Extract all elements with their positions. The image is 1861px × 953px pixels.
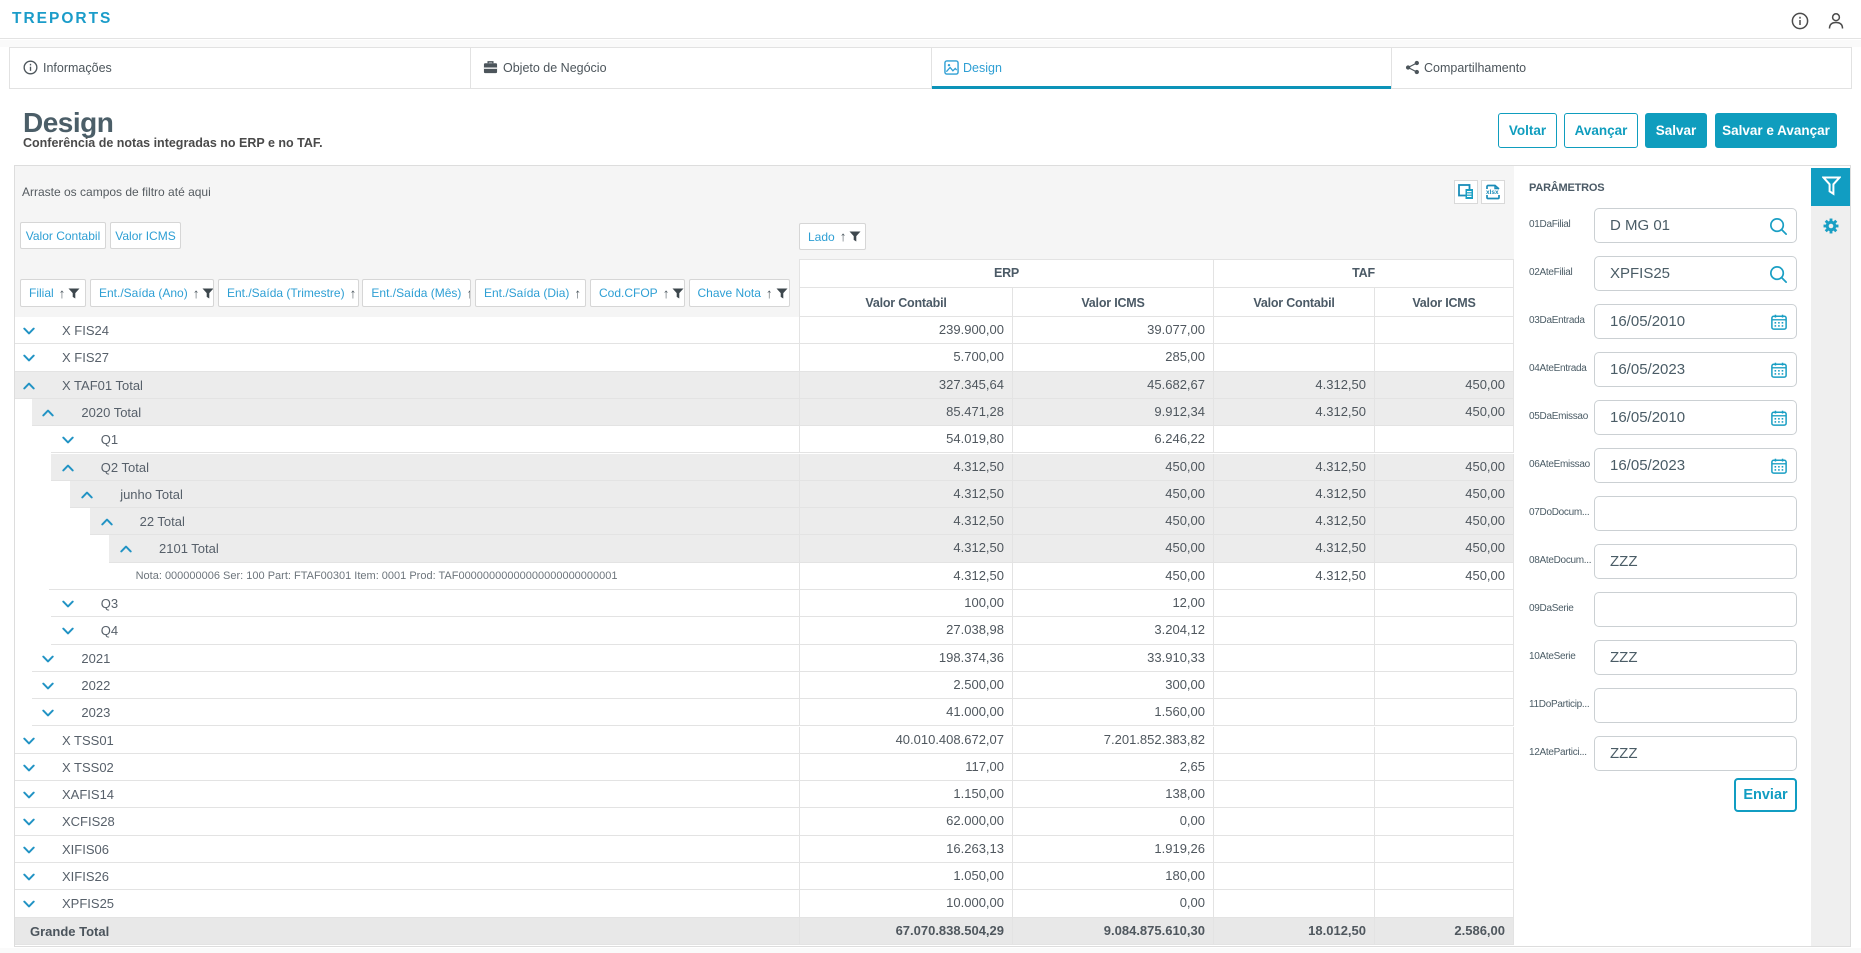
svg-text:xlsx: xlsx xyxy=(1486,189,1499,196)
